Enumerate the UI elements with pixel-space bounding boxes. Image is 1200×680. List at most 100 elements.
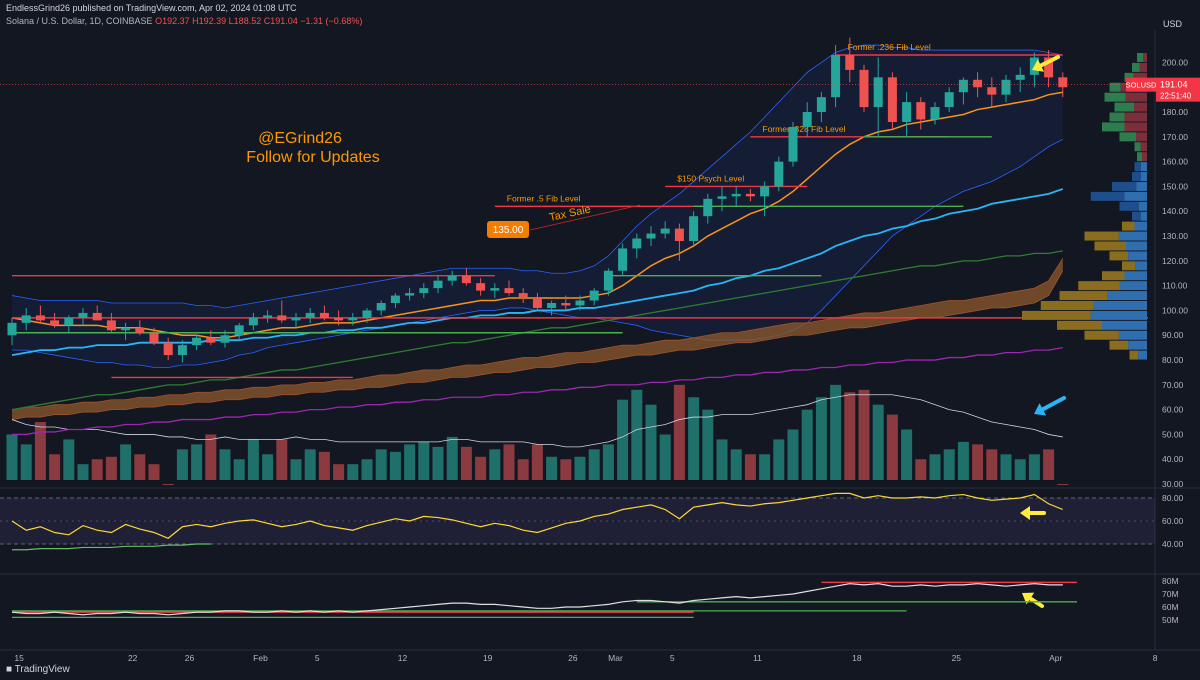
candle-body [476, 283, 486, 291]
profile-bar-down [1141, 211, 1147, 221]
profile-bar-up [1122, 221, 1135, 231]
volume-bar [347, 464, 359, 480]
profile-bar-down [1128, 251, 1147, 261]
profile-bar-down [1090, 310, 1147, 320]
profile-bar-down [1107, 291, 1147, 301]
time-tick-label: Feb [253, 653, 268, 663]
volume-bar [6, 434, 18, 480]
candle-body [92, 312, 102, 321]
profile-bar-down [1124, 271, 1147, 281]
ohlc-high: H192.39 [192, 16, 227, 26]
ohlc-open: O192.37 [155, 16, 190, 26]
candle-body [7, 322, 17, 336]
obv-tick-label: 70M [1162, 589, 1179, 599]
volume-profile [1022, 52, 1147, 360]
candle-body [717, 196, 727, 199]
volume-bar [830, 384, 842, 480]
profile-bar-down [1142, 152, 1147, 162]
candle-body [35, 315, 45, 321]
current-price-box [1156, 77, 1200, 102]
volume-bar [673, 384, 685, 480]
price-tick-label: 170.00 [1162, 132, 1188, 142]
candle-body [760, 186, 770, 197]
rsi-arrow-icon-head [1020, 506, 1030, 520]
volume-bar [617, 399, 629, 480]
rsi-line [11, 492, 1064, 539]
candle-body [589, 290, 599, 301]
time-tick-label: 12 [398, 653, 408, 663]
profile-bar-down [1143, 52, 1147, 62]
candle-body [305, 312, 315, 318]
volume-bar [247, 439, 259, 480]
tradingview-logo[interactable]: ■ TradingView [6, 664, 70, 675]
volume-bar [517, 459, 529, 480]
countdown-label: 22:51:40 [1160, 92, 1192, 101]
candle-body [106, 320, 116, 331]
candle-body [703, 198, 713, 217]
profile-bar-down [1138, 201, 1147, 211]
profile-bar-down [1124, 122, 1147, 132]
volume-bar [1028, 454, 1040, 480]
time-tick-label: Apr [1049, 653, 1062, 663]
bollinger-upper [11, 44, 1063, 309]
candle-body [263, 315, 273, 318]
profile-bar-up [1109, 251, 1129, 261]
volume-bar [986, 449, 998, 480]
volume-bar [432, 446, 444, 480]
profile-bar-down [1102, 320, 1147, 330]
profile-bar-up [1040, 300, 1094, 310]
profile-bar-up [1057, 320, 1102, 330]
candle-body [731, 193, 741, 197]
symbol-name[interactable]: Solana / U.S. Dollar, 1D, COINBASE [6, 16, 153, 26]
candle-body [405, 293, 415, 296]
candle-body [674, 228, 684, 241]
profile-bar-up [1132, 172, 1141, 182]
volume-bar [560, 459, 572, 480]
candle-body [64, 317, 74, 326]
price-tick-label: 140.00 [1162, 206, 1188, 216]
profile-bar-up [1134, 142, 1141, 152]
price-tick-label: 30.00 [1162, 479, 1184, 489]
profile-bar-down [1124, 112, 1147, 122]
profile-bar-up [1104, 92, 1126, 102]
level-label: Former .328 Fib Level [762, 124, 845, 134]
volume-bar [901, 429, 913, 480]
volume-bar [333, 464, 345, 480]
time-tick-label: 25 [952, 653, 962, 663]
price-tag-box [487, 221, 529, 238]
follow-annotation: Follow for Updates [246, 149, 379, 166]
profile-bar-down [1138, 350, 1147, 360]
price-tag-label: 135.00 [493, 225, 524, 236]
candle-body [490, 288, 500, 291]
volume-bar [588, 449, 600, 480]
candle-body [149, 332, 159, 343]
candle-body [603, 270, 613, 291]
profile-bar-up [1084, 330, 1119, 340]
time-tick-label: 18 [852, 653, 862, 663]
volume-bar [20, 444, 32, 480]
candle-body [334, 317, 344, 321]
profile-bar-down [1141, 172, 1147, 182]
volume-bar [446, 436, 458, 480]
candle-body [177, 345, 187, 356]
volume-bar [318, 451, 330, 480]
obv-tick-label: 50M [1162, 615, 1179, 625]
volume-bar [631, 389, 643, 480]
volume-bar [418, 441, 430, 480]
handle-annotation: @EGrind26 [258, 130, 342, 147]
profile-bar-up [1094, 241, 1126, 251]
sma-purple-line [12, 346, 1063, 436]
obv-tick-label: 80M [1162, 576, 1179, 586]
candle-body [291, 317, 301, 321]
ohlc-close: C191.04 [263, 16, 298, 26]
price-tick-label: 80.00 [1162, 355, 1184, 365]
candle-body [21, 315, 31, 323]
volume-bar [1014, 459, 1026, 480]
candle-body [163, 342, 173, 356]
volume-bar [176, 449, 188, 480]
candle-body [973, 79, 983, 88]
volume-bar [787, 429, 799, 480]
volume-bar [262, 454, 274, 480]
volume-bar [957, 441, 969, 480]
